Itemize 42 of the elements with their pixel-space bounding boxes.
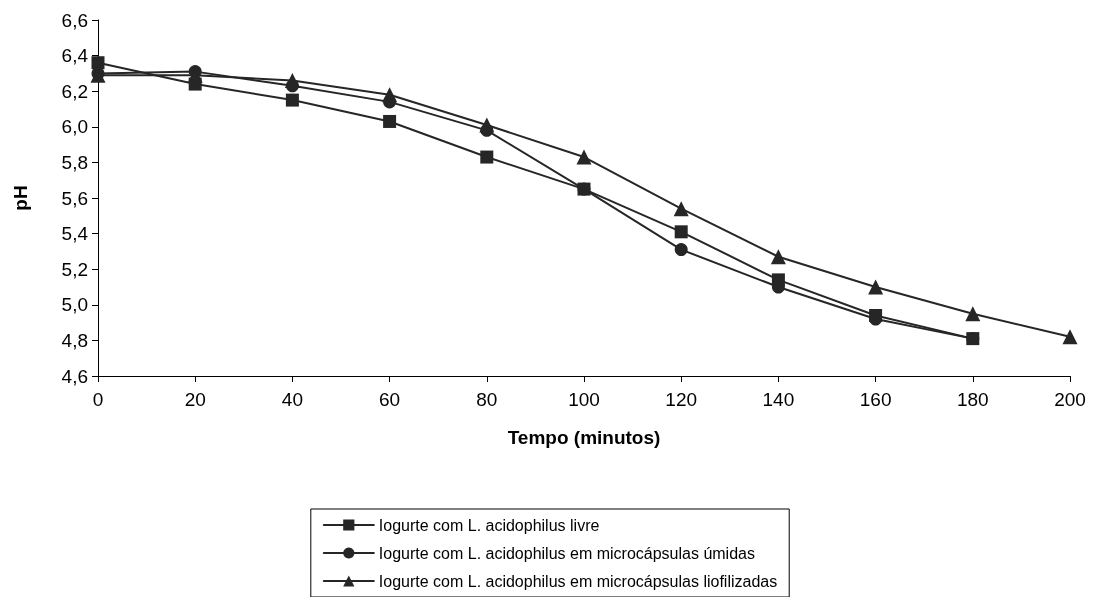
y-tick-label: 4,8 <box>61 329 88 351</box>
x-tick-label: 140 <box>762 389 795 410</box>
legend-label: Iogurte com L. acidophilus livre <box>378 516 600 534</box>
point <box>673 201 689 217</box>
y-tick-label: 6,0 <box>61 116 88 138</box>
x-tick-label: 0 <box>92 389 104 410</box>
point <box>770 249 786 265</box>
point <box>284 73 300 89</box>
point <box>479 117 495 133</box>
point <box>965 306 981 322</box>
point <box>576 149 592 165</box>
point <box>285 93 299 107</box>
x-tick-label: 80 <box>476 389 498 410</box>
x-tick-label: 200 <box>1054 389 1086 410</box>
y-tick-label: 6,2 <box>61 80 88 102</box>
y-tick-label: 6,4 <box>61 45 89 67</box>
x-tick-label: 40 <box>281 389 303 410</box>
legend-label: Iogurte com L. acidophilus em microcápsulas úmidas <box>378 544 755 562</box>
point <box>1062 329 1078 345</box>
x-tick-label: 160 <box>859 389 892 410</box>
y-tick-label: 4,6 <box>61 365 88 387</box>
point <box>383 114 397 128</box>
y-tick-label: 5,8 <box>61 151 88 173</box>
point <box>91 56 105 70</box>
y-axis-title: pH <box>10 185 31 211</box>
x-tick-label: 20 <box>184 389 206 410</box>
x-tick-label: 100 <box>568 389 600 410</box>
x-tick-label: 180 <box>956 389 989 410</box>
y-tick-label: 5,4 <box>61 223 89 245</box>
x-tick-label: 60 <box>379 389 401 410</box>
x-axis-title: Tempo (minutos) <box>507 427 661 448</box>
point <box>868 279 884 295</box>
point <box>480 150 494 164</box>
x-tick-label: 120 <box>665 389 698 410</box>
point <box>674 225 688 239</box>
point <box>674 243 688 257</box>
point <box>382 87 398 103</box>
y-tick-label: 5,0 <box>61 294 88 316</box>
y-tick-label: 5,2 <box>61 258 88 280</box>
y-tick-label: 5,6 <box>61 187 88 209</box>
y-tick-label: 6,6 <box>61 9 88 31</box>
legend-label: Iogurte com L. acidophilus em microcápsulas liofilizadas <box>378 572 778 590</box>
